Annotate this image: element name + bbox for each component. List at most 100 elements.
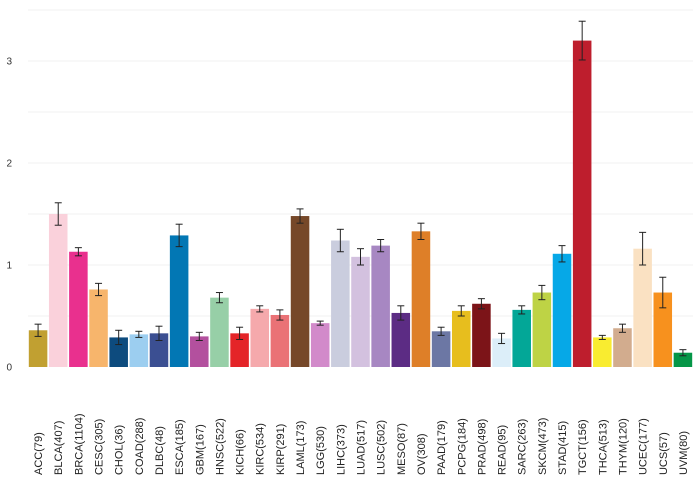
x-tick-label: BLCA(407) (53, 421, 65, 475)
bar (250, 308, 270, 367)
x-tick-label: KICH(66) (235, 429, 247, 475)
x-tick-label: LIHC(373) (335, 424, 347, 475)
bar (653, 292, 673, 367)
x-tick-label: STAD(415) (557, 421, 569, 475)
error-bar (54, 202, 62, 226)
error-bar (135, 330, 143, 338)
x-tick-label: KIRP(291) (275, 424, 287, 475)
y-tick-label: 3 (6, 57, 12, 68)
x-tick-label: UCS(57) (658, 432, 670, 475)
x-tick-label: LUAD(517) (356, 420, 368, 475)
x-tick-label: LAML(173) (295, 421, 307, 475)
bar (552, 253, 572, 367)
error-bar (74, 247, 82, 257)
error-bar (236, 326, 244, 340)
bar (129, 334, 149, 367)
bar (310, 323, 330, 367)
x-tick-label: TGCT(156) (577, 419, 589, 475)
bar (572, 40, 592, 367)
error-bar (357, 248, 364, 266)
x-tick-label: DLBC(48) (154, 426, 166, 475)
x-tick-label: THCA(513) (597, 419, 609, 475)
error-bar (336, 228, 344, 253)
bar (190, 336, 209, 367)
x-tick-label: OV(308) (416, 433, 428, 475)
error-bar (276, 309, 284, 321)
bar (169, 235, 189, 367)
error-bar (175, 223, 183, 248)
bar (210, 297, 229, 367)
error-bar (578, 20, 586, 61)
error-bar (115, 329, 123, 346)
x-tick-label: PAAD(179) (436, 420, 448, 475)
bar (391, 312, 411, 367)
bar (451, 310, 471, 367)
x-tick-label: THYM(120) (617, 418, 629, 475)
bar (532, 292, 552, 367)
error-bar (34, 323, 42, 337)
error-bar (618, 323, 626, 333)
x-tick-label: PRAD(498) (476, 419, 488, 475)
bar-layer (28, 40, 693, 367)
bar (472, 303, 491, 367)
error-bar (316, 320, 324, 326)
y-tick-label: 0 (6, 363, 12, 374)
bar (371, 245, 390, 367)
x-tick-label: KIRC(534) (255, 423, 267, 475)
x-tick-label: ESCA(185) (174, 419, 186, 475)
bar (673, 352, 693, 367)
y-tick-label: 1 (6, 261, 12, 272)
error-bar (679, 349, 687, 357)
x-tick-label: LGG(530) (315, 426, 327, 475)
x-tick-label: UVM(80) (678, 431, 690, 475)
error-bar (558, 245, 566, 263)
error-bar-layer (34, 20, 687, 357)
x-tick-label: GBM(167) (194, 424, 206, 475)
bar (149, 333, 169, 367)
x-tick-label: PCPG(184) (456, 418, 468, 475)
x-tick-label: LUSC(502) (376, 420, 388, 475)
error-bar (498, 332, 506, 345)
bar (613, 328, 632, 367)
x-tick-label: MESO(87) (396, 423, 408, 475)
bar (69, 251, 88, 367)
bar (270, 314, 290, 367)
error-bar (215, 292, 223, 304)
error-bar (95, 282, 103, 297)
x-tick-label: ACC(79) (33, 432, 45, 475)
bar (48, 214, 68, 367)
y-axis-ticks: 0 1 2 3 (6, 57, 12, 374)
x-tick-label: UCEC(177) (638, 418, 650, 475)
error-bar (397, 305, 405, 321)
error-bar (639, 231, 647, 266)
bar (351, 256, 370, 367)
x-tick-label: CESC(305) (94, 419, 106, 475)
bar (331, 240, 350, 367)
bar (492, 338, 511, 367)
error-bar (256, 305, 264, 313)
x-tick-label: BRCA(1104) (73, 413, 85, 475)
bar (593, 337, 612, 367)
x-tick-label: READ(95) (497, 425, 509, 475)
bar (633, 248, 652, 367)
error-bar (659, 276, 667, 309)
error-bar (457, 305, 465, 317)
bar (512, 309, 531, 367)
error-bar (155, 325, 163, 341)
error-bar (417, 222, 425, 240)
x-axis-ticks: ACC(79) BLCA(407) BRCA(1104) CESC(305) CHOL(… (33, 413, 690, 475)
bar (431, 331, 451, 367)
error-bar (377, 239, 385, 253)
error-bar (296, 208, 304, 224)
bar (109, 337, 128, 367)
x-tick-label: HNSC(522) (214, 418, 226, 475)
x-tick-label: SARC(263) (517, 419, 529, 475)
error-bar (195, 331, 203, 341)
bar (230, 333, 249, 367)
grid-layer (28, 9, 693, 317)
bar (28, 330, 48, 367)
error-bar (518, 305, 526, 315)
y-tick-label: 2 (6, 159, 12, 170)
